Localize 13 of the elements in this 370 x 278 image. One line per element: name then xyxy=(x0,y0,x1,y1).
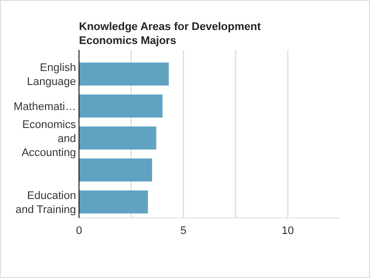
y-tick-label: Education and Training xyxy=(15,190,76,216)
bar xyxy=(79,94,163,118)
x-tick-label: 0 xyxy=(76,225,82,237)
bar xyxy=(79,190,148,214)
bar xyxy=(79,62,169,86)
bar xyxy=(79,126,156,150)
y-tick-label: Mathemati… xyxy=(14,101,76,114)
chart-title: Knowledge Areas for Development Economics Majors xyxy=(79,21,262,47)
x-tick-label: 5 xyxy=(180,225,186,237)
x-tick-label: 10 xyxy=(282,225,294,237)
y-tick-label: Economics and Accounting xyxy=(22,119,76,159)
y-tick-label: English Language xyxy=(27,62,76,88)
bar xyxy=(79,158,152,182)
